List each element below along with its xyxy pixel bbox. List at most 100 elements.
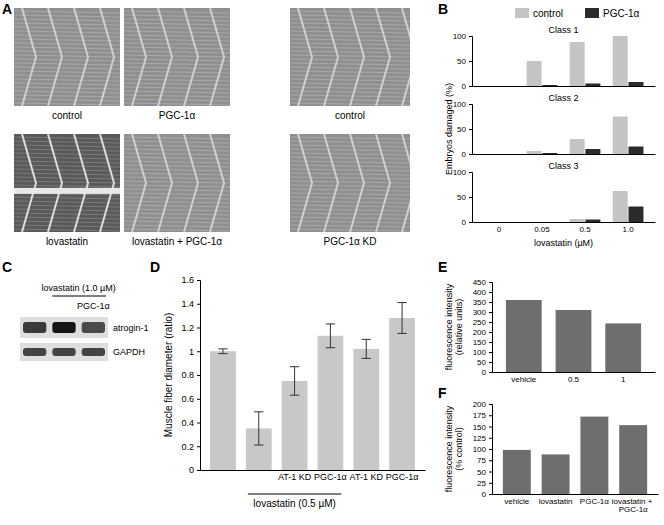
axis-line [469,105,473,155]
image-label: PGC-1α [159,110,196,121]
bar [484,222,499,223]
axis-line [473,86,656,87]
error-bar [290,367,299,396]
fiber-striation [290,15,410,17]
fiber-striation [290,83,410,85]
tick: 1 [621,372,626,384]
bar [605,323,641,372]
tick: 0 [462,218,472,227]
fiber-striation [14,169,120,171]
somite-boundary [74,134,88,232]
fiber-striation [14,165,120,167]
fiber-striation [290,149,410,151]
panel-label: F [438,385,447,401]
tick-label: 100 [453,32,467,41]
tick: PGC-1α [314,470,347,482]
blot-band [82,348,105,356]
tick-label: 0 [189,465,194,475]
tick: 50 [457,193,472,202]
somite-boundary [184,8,198,106]
error-bar [397,303,406,334]
tick-label: lovastatin [539,497,573,506]
tick-label: 50 [457,193,466,202]
tick-mark [489,372,492,373]
somite-boundary [132,8,146,106]
tick-mark [489,362,492,363]
tick-mark [469,86,472,87]
y-axis: 050100 [453,100,473,159]
bracket [52,296,106,297]
fiber-striation [290,225,410,227]
fiber-striation [290,189,410,191]
error-cap [326,347,335,348]
panel-label: A [2,1,12,17]
fiber-striation [14,181,120,183]
error-stem [402,303,403,334]
fiber-striation [124,225,230,227]
image-background [124,8,230,106]
panel-label: C [2,259,12,275]
tick-mark [489,352,492,353]
image-background [14,8,120,106]
error-cap [290,395,299,396]
fiber-striation [290,87,410,89]
axis-line [469,173,473,223]
somite-boundary [100,8,114,106]
bar [210,351,236,470]
tick: 0.5 [568,372,580,384]
tick: 0.8 [181,370,200,380]
fiber-striation [14,141,120,143]
fiber-striation [290,205,410,207]
subplot: 050100Class 1 [453,25,656,91]
bar [542,222,557,223]
error-cap [397,333,406,334]
blot-membrane [20,317,108,338]
tick: 100 [473,348,492,357]
tick-label: 50 [457,57,466,66]
fiber-striation [290,141,410,143]
tick-label: 50 [457,125,466,134]
legend-swatch [585,8,599,18]
tick-label: vehicle [511,375,536,384]
fiber-striation [290,55,410,57]
tick: 200 [473,400,492,409]
fiber-striation [124,63,230,65]
fiber-striation [124,103,230,105]
bar [585,220,600,223]
subplot-title: Class 3 [548,161,578,171]
error-cap [362,358,371,359]
fiber-striation [124,193,230,195]
tick-label: 75 [477,456,486,465]
error-cap [326,323,335,324]
somite-boundary [402,134,410,232]
tick-label: 0.05 [534,225,550,234]
axis-title: Embryos damaged (%) [444,83,454,175]
axis-line [493,494,659,495]
micrograph [14,134,120,232]
axis-title: lovastatin (µM) [534,238,593,248]
tick-label: 100 [473,445,487,454]
bar [613,191,628,222]
fiber-striation [124,153,230,155]
tick-label: AT-1 KD [278,472,312,482]
error-bar [218,349,227,354]
image-background [290,8,410,106]
error-cap [218,348,227,349]
tick-label: 1.6 [181,275,194,285]
x-axis: vehicle 0.5 1 [493,372,656,384]
bar [628,147,643,155]
fiber-striation [14,59,120,61]
tick: 400 [473,288,492,297]
bar [499,154,514,155]
fiber-striation [124,59,230,61]
bar [527,61,542,86]
tick: 100 [473,445,492,454]
subplot: 05010000.050.51.0Class 3 [453,161,656,234]
tick-mark [197,470,200,471]
fiber-striation [14,229,120,231]
fiber-striation [14,225,120,227]
tick-mark [197,375,200,376]
tick-mark [197,328,200,329]
somite-boundary [132,134,146,232]
tick: vehicle [504,494,529,506]
